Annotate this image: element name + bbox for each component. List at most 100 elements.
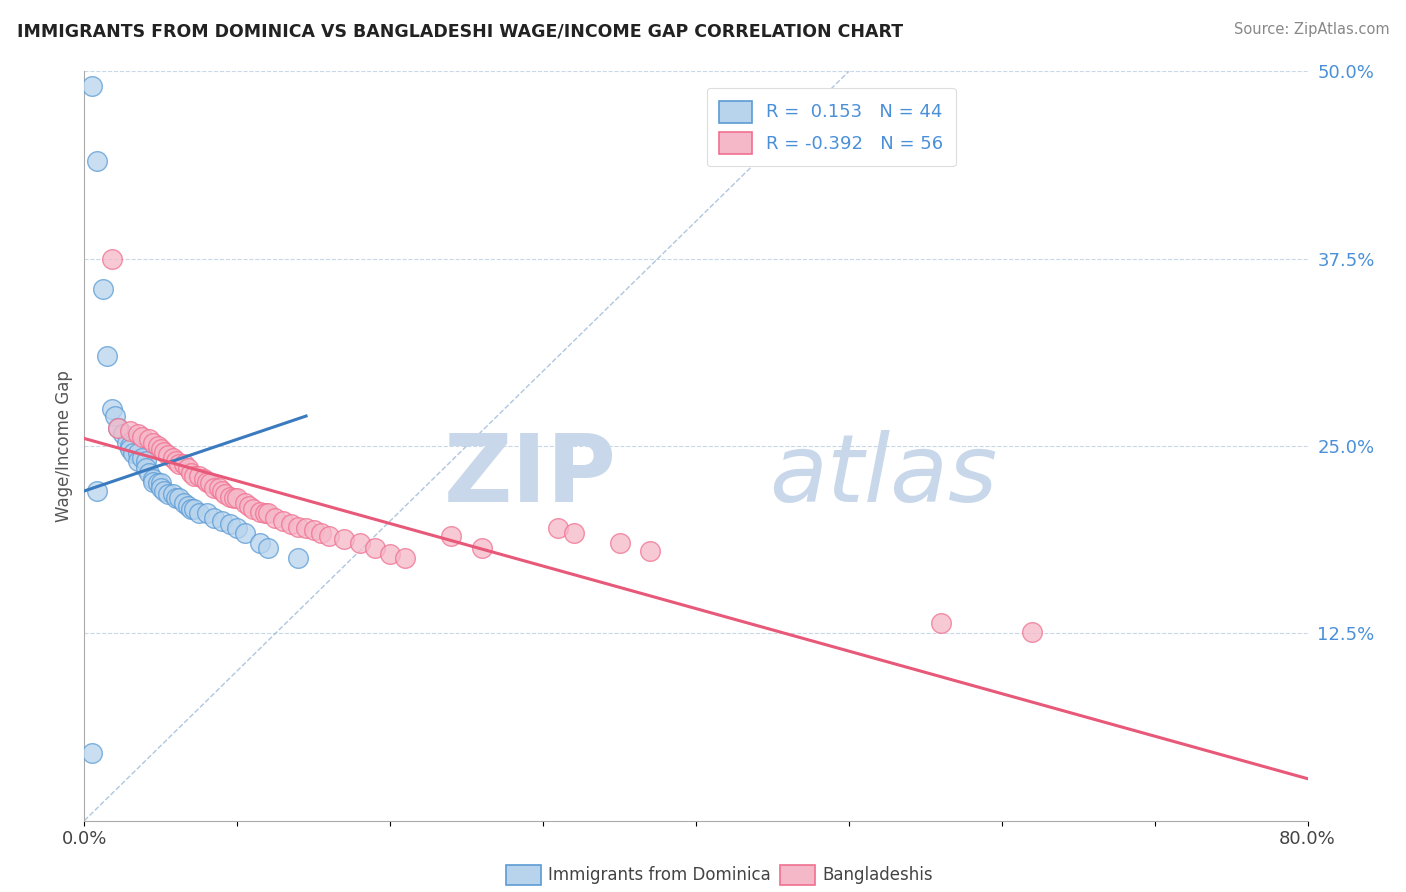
Point — [211, 514, 233, 528]
Point — [149, 442, 172, 456]
Point — [157, 487, 180, 501]
Point — [238, 499, 260, 513]
Point — [364, 541, 387, 555]
Text: ZIP: ZIP — [443, 430, 616, 522]
Point — [380, 547, 402, 561]
Point — [333, 532, 356, 546]
Point — [394, 551, 416, 566]
Point — [177, 499, 200, 513]
Point — [287, 520, 309, 534]
Point — [929, 615, 952, 630]
Point — [167, 491, 190, 506]
Point — [562, 525, 585, 540]
Point — [127, 427, 149, 442]
Point — [193, 472, 215, 486]
Y-axis label: Wage/Income Gap: Wage/Income Gap — [55, 370, 73, 522]
Point — [280, 516, 302, 531]
Point — [131, 450, 153, 465]
Point — [214, 487, 236, 501]
Point — [107, 421, 129, 435]
Point — [198, 476, 221, 491]
Point — [471, 541, 494, 555]
Point — [224, 491, 246, 506]
Point — [107, 421, 129, 435]
Point — [153, 483, 176, 498]
Point — [127, 446, 149, 460]
Point — [195, 507, 218, 521]
Point — [115, 436, 138, 450]
Point — [249, 505, 271, 519]
Point — [233, 496, 256, 510]
Point — [162, 487, 184, 501]
Text: Immigrants from Dominica: Immigrants from Dominica — [548, 866, 770, 884]
Point — [1021, 624, 1043, 639]
Point — [173, 457, 195, 471]
Point — [218, 516, 240, 531]
Point — [264, 511, 287, 525]
Point — [165, 454, 187, 468]
Point — [120, 442, 142, 456]
Point — [249, 536, 271, 550]
Point — [287, 551, 309, 566]
Point — [295, 521, 318, 535]
Text: Bangladeshis: Bangladeshis — [823, 866, 934, 884]
Point — [257, 541, 280, 555]
Point — [162, 450, 184, 465]
Point — [86, 154, 108, 169]
Point — [271, 514, 294, 528]
Point — [104, 409, 127, 423]
Point — [242, 502, 264, 516]
Point — [138, 466, 160, 480]
Point — [233, 525, 256, 540]
Point — [318, 529, 340, 543]
Point — [91, 282, 114, 296]
Point — [111, 427, 134, 442]
Point — [180, 466, 202, 480]
Point — [131, 430, 153, 444]
Point — [135, 454, 157, 468]
Point — [180, 502, 202, 516]
Point — [86, 483, 108, 498]
Point — [149, 476, 172, 491]
Point — [218, 490, 240, 504]
Point — [80, 79, 103, 94]
Text: IMMIGRANTS FROM DOMINICA VS BANGLADESHI WAGE/INCOME GAP CORRELATION CHART: IMMIGRANTS FROM DOMINICA VS BANGLADESHI … — [17, 22, 903, 40]
Point — [142, 475, 165, 489]
Point — [257, 507, 280, 521]
Point — [122, 446, 145, 460]
Point — [142, 472, 165, 486]
Point — [177, 461, 200, 475]
Point — [146, 476, 169, 491]
Point — [202, 511, 225, 525]
Point — [226, 491, 249, 506]
Point — [157, 448, 180, 462]
Point — [101, 252, 124, 266]
Point — [302, 523, 325, 537]
Point — [609, 536, 631, 550]
Point — [167, 457, 190, 471]
Point — [165, 491, 187, 506]
Point — [153, 445, 176, 459]
Point — [253, 507, 276, 521]
Point — [440, 529, 463, 543]
Point — [202, 481, 225, 495]
Point — [188, 507, 211, 521]
Point — [146, 439, 169, 453]
Point — [96, 349, 118, 363]
Point — [173, 496, 195, 510]
Point — [311, 525, 333, 540]
Legend: R =  0.153   N = 44, R = -0.392   N = 56: R = 0.153 N = 44, R = -0.392 N = 56 — [707, 88, 956, 166]
Point — [195, 475, 218, 489]
Point — [120, 439, 142, 453]
Point — [135, 461, 157, 475]
Point — [120, 424, 142, 438]
Point — [188, 469, 211, 483]
Text: atlas: atlas — [769, 431, 998, 522]
Point — [127, 454, 149, 468]
Point — [208, 481, 231, 495]
Point — [226, 521, 249, 535]
Text: Source: ZipAtlas.com: Source: ZipAtlas.com — [1233, 22, 1389, 37]
Point — [547, 521, 569, 535]
Point — [183, 469, 205, 483]
Point — [349, 536, 371, 550]
